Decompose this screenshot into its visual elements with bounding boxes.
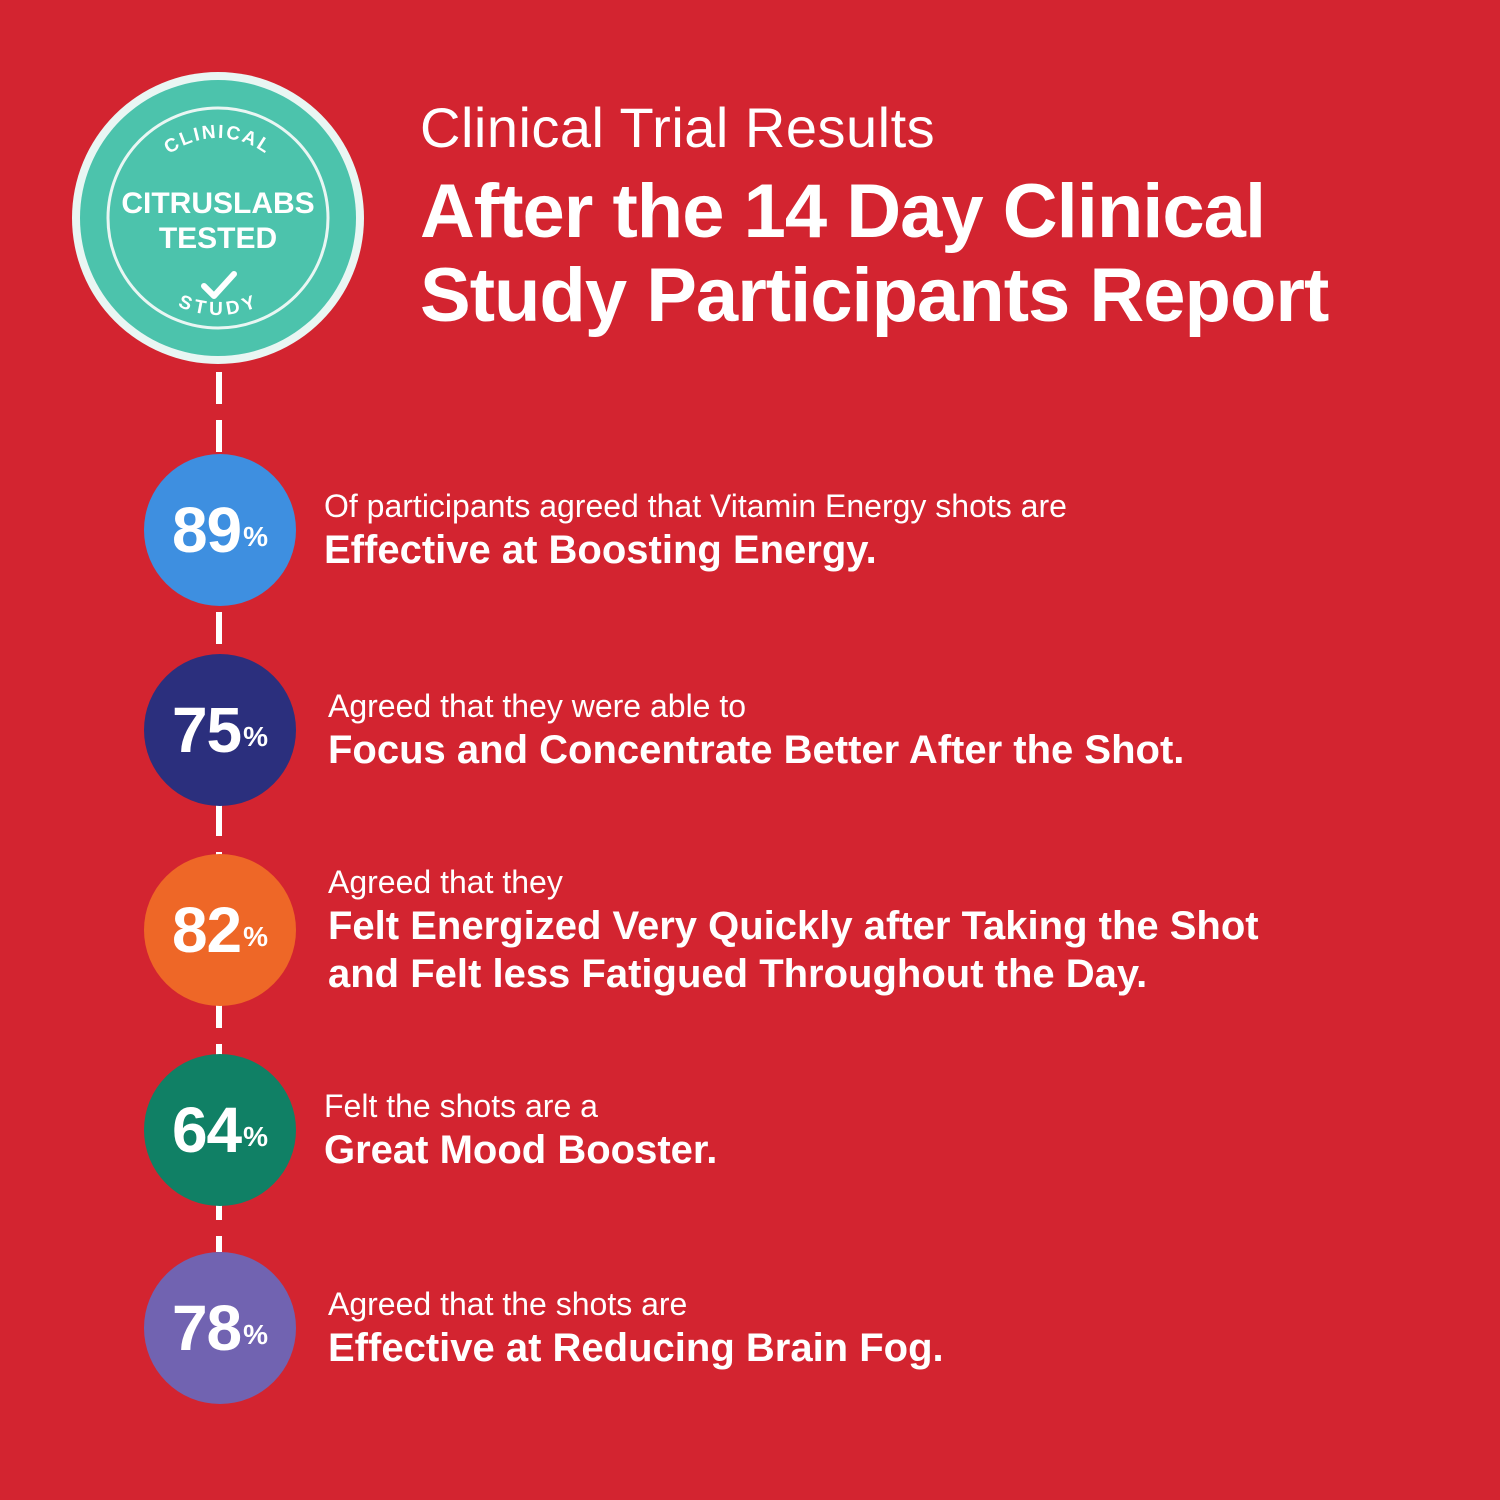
- stat-unit: %: [243, 521, 269, 552]
- stat-lead: Felt the shots are a: [324, 1088, 598, 1124]
- stat-value: 75: [171, 694, 242, 766]
- stat-lead: Agreed that they were able to: [328, 688, 747, 724]
- citruslabs-tested-badge: CLINICAL STUDY CITRUSLABS TESTED: [68, 68, 368, 368]
- header-kicker: Clinical Trial Results: [420, 96, 936, 159]
- badge-line2: TESTED: [159, 222, 277, 255]
- badge-seal-icon: CLINICAL STUDY CITRUSLABS TESTED: [72, 72, 364, 364]
- stat-lead: Agreed that the shots are: [328, 1286, 688, 1322]
- stat-emphasis: Effective at Reducing Brain Fog.: [328, 1326, 944, 1370]
- stat-emphasis: Effective at Boosting Energy.: [324, 528, 877, 572]
- stat-circle: 64%: [144, 1054, 296, 1206]
- headline-line2: Study Participants Report: [420, 253, 1329, 338]
- stat-row: 82% Agreed that they Felt Energized Very…: [0, 854, 1500, 1006]
- page-title: After the 14 Day Clinical Study Particip…: [420, 170, 1480, 338]
- stat-unit: %: [243, 921, 269, 952]
- stat-circle: 78%: [144, 1252, 296, 1404]
- stat-unit: %: [243, 1319, 269, 1350]
- check-icon: [201, 271, 237, 299]
- badge-line1: CITRUSLABS: [121, 187, 314, 220]
- stat-emphasis: Focus and Concentrate Better After the S…: [328, 728, 1185, 772]
- stat-value: 82: [171, 894, 242, 966]
- stat-text: Agreed that the shots are Effective at R…: [328, 1252, 1478, 1404]
- stat-unit: %: [243, 721, 269, 752]
- stat-row: 78% Agreed that the shots are Effective …: [0, 1252, 1500, 1404]
- stat-emphasis: and Felt less Fatigued Throughout the Da…: [328, 952, 1148, 996]
- badge-fill: [80, 80, 356, 356]
- stat-lead: Agreed that they: [328, 864, 563, 900]
- stat-row: 89% Of participants agreed that Vitamin …: [0, 454, 1500, 606]
- stat-circle: 75%: [144, 654, 296, 806]
- stat-circle: 82%: [144, 854, 296, 1006]
- stat-value: 89: [171, 494, 242, 566]
- stat-text: Agreed that they Felt Energized Very Qui…: [328, 854, 1478, 1006]
- stat-row: 75% Agreed that they were able to Focus …: [0, 654, 1500, 806]
- stat-value: 78: [171, 1292, 242, 1364]
- stat-text: Agreed that they were able to Focus and …: [328, 654, 1478, 806]
- stat-emphasis: Felt Energized Very Quickly after Taking…: [328, 904, 1259, 948]
- header: Clinical Trial Results After the 14 Day …: [420, 92, 1480, 338]
- stat-unit: %: [243, 1121, 269, 1152]
- stat-row: 64% Felt the shots are a Great Mood Boos…: [0, 1054, 1500, 1206]
- stat-text: Of participants agreed that Vitamin Ener…: [324, 454, 1474, 606]
- stat-value: 64: [171, 1094, 242, 1166]
- headline-line1: After the 14 Day Clinical: [420, 169, 1266, 254]
- stat-circle: 89%: [144, 454, 296, 606]
- stat-lead: Of participants agreed that Vitamin Ener…: [324, 488, 1067, 524]
- timeline-connector: [216, 372, 222, 1252]
- stat-emphasis: Great Mood Booster.: [324, 1128, 718, 1172]
- stat-text: Felt the shots are a Great Mood Booster.: [324, 1054, 1474, 1206]
